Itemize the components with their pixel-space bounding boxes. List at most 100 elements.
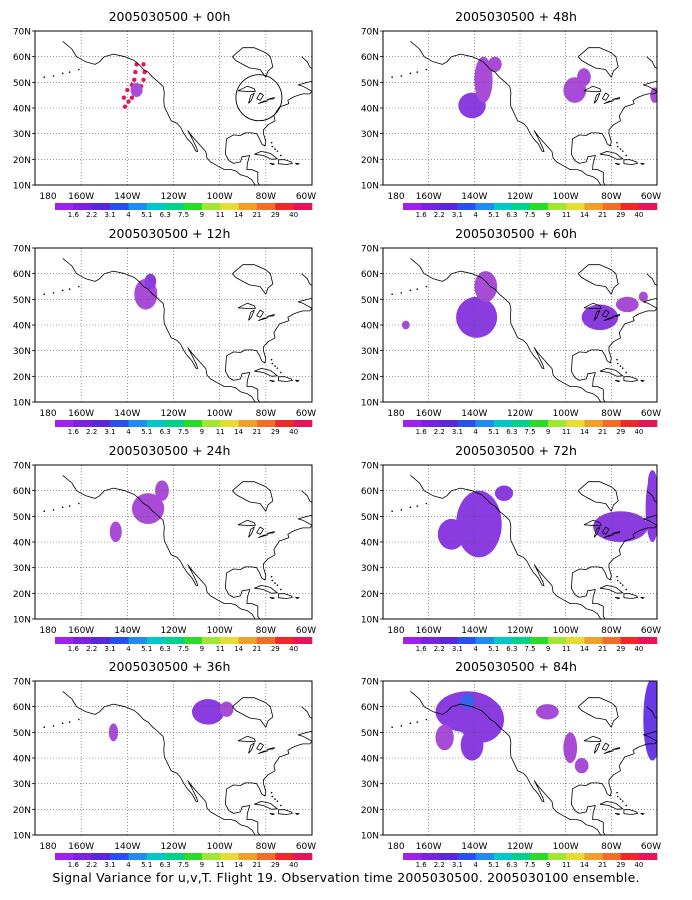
colorbar-swatch xyxy=(403,203,422,210)
colorbar-swatch xyxy=(220,420,239,427)
colorbar-label: 3.1 xyxy=(452,861,463,869)
colorbar-swatch xyxy=(293,637,313,644)
colorbar-label: 3.1 xyxy=(105,645,116,653)
lake-outline xyxy=(603,317,614,321)
colorbar-swatch xyxy=(110,637,129,644)
island-outline xyxy=(278,809,293,815)
colorbar-swatch xyxy=(548,203,567,210)
lon-tick-label: 140W xyxy=(114,626,140,636)
colorbar-label: 6.3 xyxy=(506,645,517,653)
colorbar-label: 40 xyxy=(634,428,643,436)
island-outline xyxy=(269,597,275,600)
lat-tick-label: 10N xyxy=(361,399,379,409)
colorbar-label: 2.2 xyxy=(86,211,97,219)
lat-tick-label: 10N xyxy=(361,182,379,192)
island-outline xyxy=(599,585,624,594)
map-panel: 2005030500 + 84h 70N 60N 50N 40N 30N 20N 10N 180… xyxy=(361,659,661,869)
colorbar-label: 9 xyxy=(200,428,204,436)
island-dot xyxy=(43,76,46,78)
variance-shading xyxy=(593,511,648,542)
observation-region-circle xyxy=(235,74,283,122)
lake-outline xyxy=(258,100,269,104)
colorbar-label: 11 xyxy=(216,645,225,653)
colorbar-label: 3.1 xyxy=(452,428,463,436)
colorbar-swatch xyxy=(183,203,203,210)
observation-point xyxy=(141,62,146,67)
colorbar-label: 14 xyxy=(234,645,243,653)
colorbar-label: 40 xyxy=(634,211,643,219)
island-outline xyxy=(254,151,278,160)
lat-tick-label: 60N xyxy=(13,487,31,497)
lon-tick-label: 180 xyxy=(387,842,404,852)
colorbar-label: 21 xyxy=(252,861,261,869)
lake-outline xyxy=(248,526,255,538)
island-dot xyxy=(274,798,276,800)
lon-tick-label: 160W xyxy=(68,626,94,636)
lon-tick-label: 160W xyxy=(416,409,442,419)
variance-shading xyxy=(494,485,514,501)
lake-outline xyxy=(603,750,614,754)
map-area xyxy=(383,248,657,402)
colorbar-swatch xyxy=(475,420,495,427)
map-area xyxy=(383,465,657,619)
coastline xyxy=(577,47,619,78)
island-dot xyxy=(78,718,80,721)
lat-tick-label: 60N xyxy=(361,487,379,497)
island-outline xyxy=(640,596,645,599)
variance-shading xyxy=(474,271,498,302)
colorbar-label: 2.2 xyxy=(434,211,445,219)
map-panel: 2005030500 + 48h 70N 60N 50N 40N 30N 20N 10N 180… xyxy=(361,9,661,219)
colorbar-label: 7.5 xyxy=(178,861,189,869)
observation-point xyxy=(122,104,128,109)
lon-tick-label: 100W xyxy=(207,626,233,636)
colorbar-label: 11 xyxy=(562,428,571,436)
lon-tick-label: 100W xyxy=(553,626,579,636)
island-dot xyxy=(61,722,64,725)
island-dot xyxy=(61,72,64,75)
lon-tick-label: 100W xyxy=(553,409,579,419)
island-outline xyxy=(623,593,638,599)
island-dot xyxy=(52,75,55,77)
island-dot xyxy=(400,725,403,727)
colorbar-swatch xyxy=(421,853,440,860)
colorbar-label: 3.1 xyxy=(452,645,463,653)
lake-outline xyxy=(583,85,602,92)
colorbar-label: 4 xyxy=(126,211,131,219)
island-dot xyxy=(68,288,71,290)
lake-outline xyxy=(258,317,269,321)
island-dot xyxy=(52,725,55,727)
colorbar-swatch xyxy=(183,853,203,860)
colorbar-swatch xyxy=(201,420,221,427)
variance-shading xyxy=(460,693,475,710)
colorbar-label: 29 xyxy=(271,861,280,869)
map-panel: 2005030500 + 24h 70N 60N 50N 40N 30N 20N 10N 180… xyxy=(13,443,316,653)
lon-tick-label: 140W xyxy=(461,842,487,852)
lat-tick-label: 70N xyxy=(13,245,31,255)
lon-tick-label: 160W xyxy=(416,192,442,202)
island-outline xyxy=(295,812,300,815)
colorbar-swatch xyxy=(421,420,440,427)
colorbar-swatch xyxy=(620,203,640,210)
colorbar-swatch xyxy=(511,853,531,860)
colorbar-label: 29 xyxy=(616,428,625,436)
island-dot xyxy=(271,145,274,148)
colorbar-swatch xyxy=(91,203,111,210)
lat-tick-label: 20N xyxy=(361,373,379,383)
lat-tick-label: 50N xyxy=(361,513,379,523)
map-frame xyxy=(382,464,658,620)
lake-outline xyxy=(583,735,602,742)
island-dot xyxy=(61,506,64,509)
island-outline xyxy=(623,376,638,382)
colorbar-swatch xyxy=(566,637,585,644)
lat-tick-label: 10N xyxy=(13,832,31,842)
map-panel: 2005030500 + 00h 70N 60N 50N 40N 30N 20N 10N 180… xyxy=(13,9,316,219)
colorbar-swatch xyxy=(128,203,148,210)
lake-outline xyxy=(612,747,621,750)
lon-tick-label: 180 xyxy=(387,409,404,419)
colorbar-swatch xyxy=(293,853,313,860)
colorbar-label: 29 xyxy=(271,428,280,436)
variance-shading xyxy=(577,68,591,87)
island-dot xyxy=(61,289,64,292)
map-frame xyxy=(382,30,658,186)
colorbar-swatch xyxy=(183,420,203,427)
